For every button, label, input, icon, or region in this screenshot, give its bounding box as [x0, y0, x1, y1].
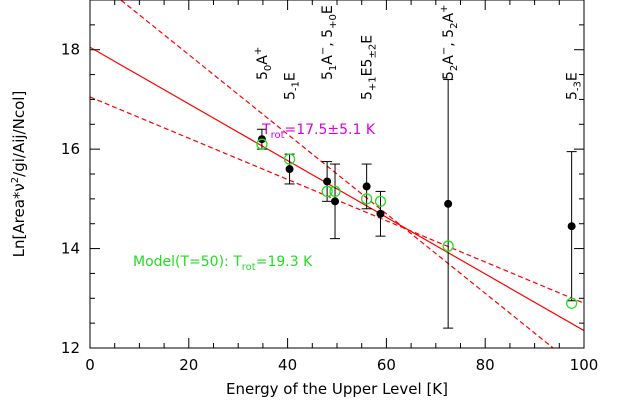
transition-label: 5-1E — [283, 72, 302, 100]
y-axis-label: Ln[Area*ν2/gi/Aij/Ncol] — [10, 91, 28, 258]
transition-label: 5-3E — [565, 72, 584, 100]
fit-annotation: Trot=17.5±5.1 K — [261, 122, 376, 141]
y-tick-label: 18 — [61, 41, 80, 59]
model-point — [566, 297, 578, 309]
plot-frame — [89, 0, 585, 349]
observed-point — [323, 177, 332, 186]
observed-point — [331, 197, 340, 206]
x-tick-label: 60 — [377, 356, 396, 374]
x-tick-label: 40 — [278, 356, 297, 374]
observed-point — [285, 165, 294, 174]
model-point — [283, 153, 296, 165]
transition-label: 5+1E5±2E — [360, 35, 379, 100]
model-point — [329, 185, 341, 198]
x-axis-label: Energy of the Upper Level [K] — [226, 380, 448, 398]
model-annotation: Model(T=50): Trot=19.3 K — [133, 254, 313, 273]
transition-labels: 50A+ 5-1E 51A−, 5+0E 5+1E5±2E 52A−, 52A+ 5-3E — [253, 5, 584, 100]
x-tick-label: 80 — [476, 356, 495, 374]
y-tick-label: 12 — [61, 339, 80, 357]
y-tick-label: 14 — [61, 240, 80, 258]
y-tick-label: 16 — [61, 140, 80, 158]
x-tick-label: 0 — [85, 356, 95, 374]
model-point — [256, 138, 268, 150]
transition-label: 50A+ — [253, 47, 274, 80]
fit-line-best — [90, 46, 584, 332]
model-point — [360, 193, 373, 205]
transition-label: 51A−, 5+0E — [318, 5, 339, 80]
observed-point — [444, 199, 453, 208]
x-tick-label: 20 — [179, 356, 198, 374]
observed-point — [362, 182, 371, 191]
fit-line-upper — [119, 0, 555, 348]
model-point — [442, 240, 454, 252]
observed-point — [567, 222, 576, 231]
x-tick-label: 100 — [570, 356, 599, 374]
transition-label: 52A−, 52A+ — [439, 5, 460, 80]
model-point — [321, 185, 333, 198]
axes: 0 20 40 60 80 100 12 14 16 18 — [61, 0, 598, 374]
observed-point — [376, 209, 385, 218]
model-point — [374, 195, 387, 207]
data-points — [256, 79, 578, 329]
